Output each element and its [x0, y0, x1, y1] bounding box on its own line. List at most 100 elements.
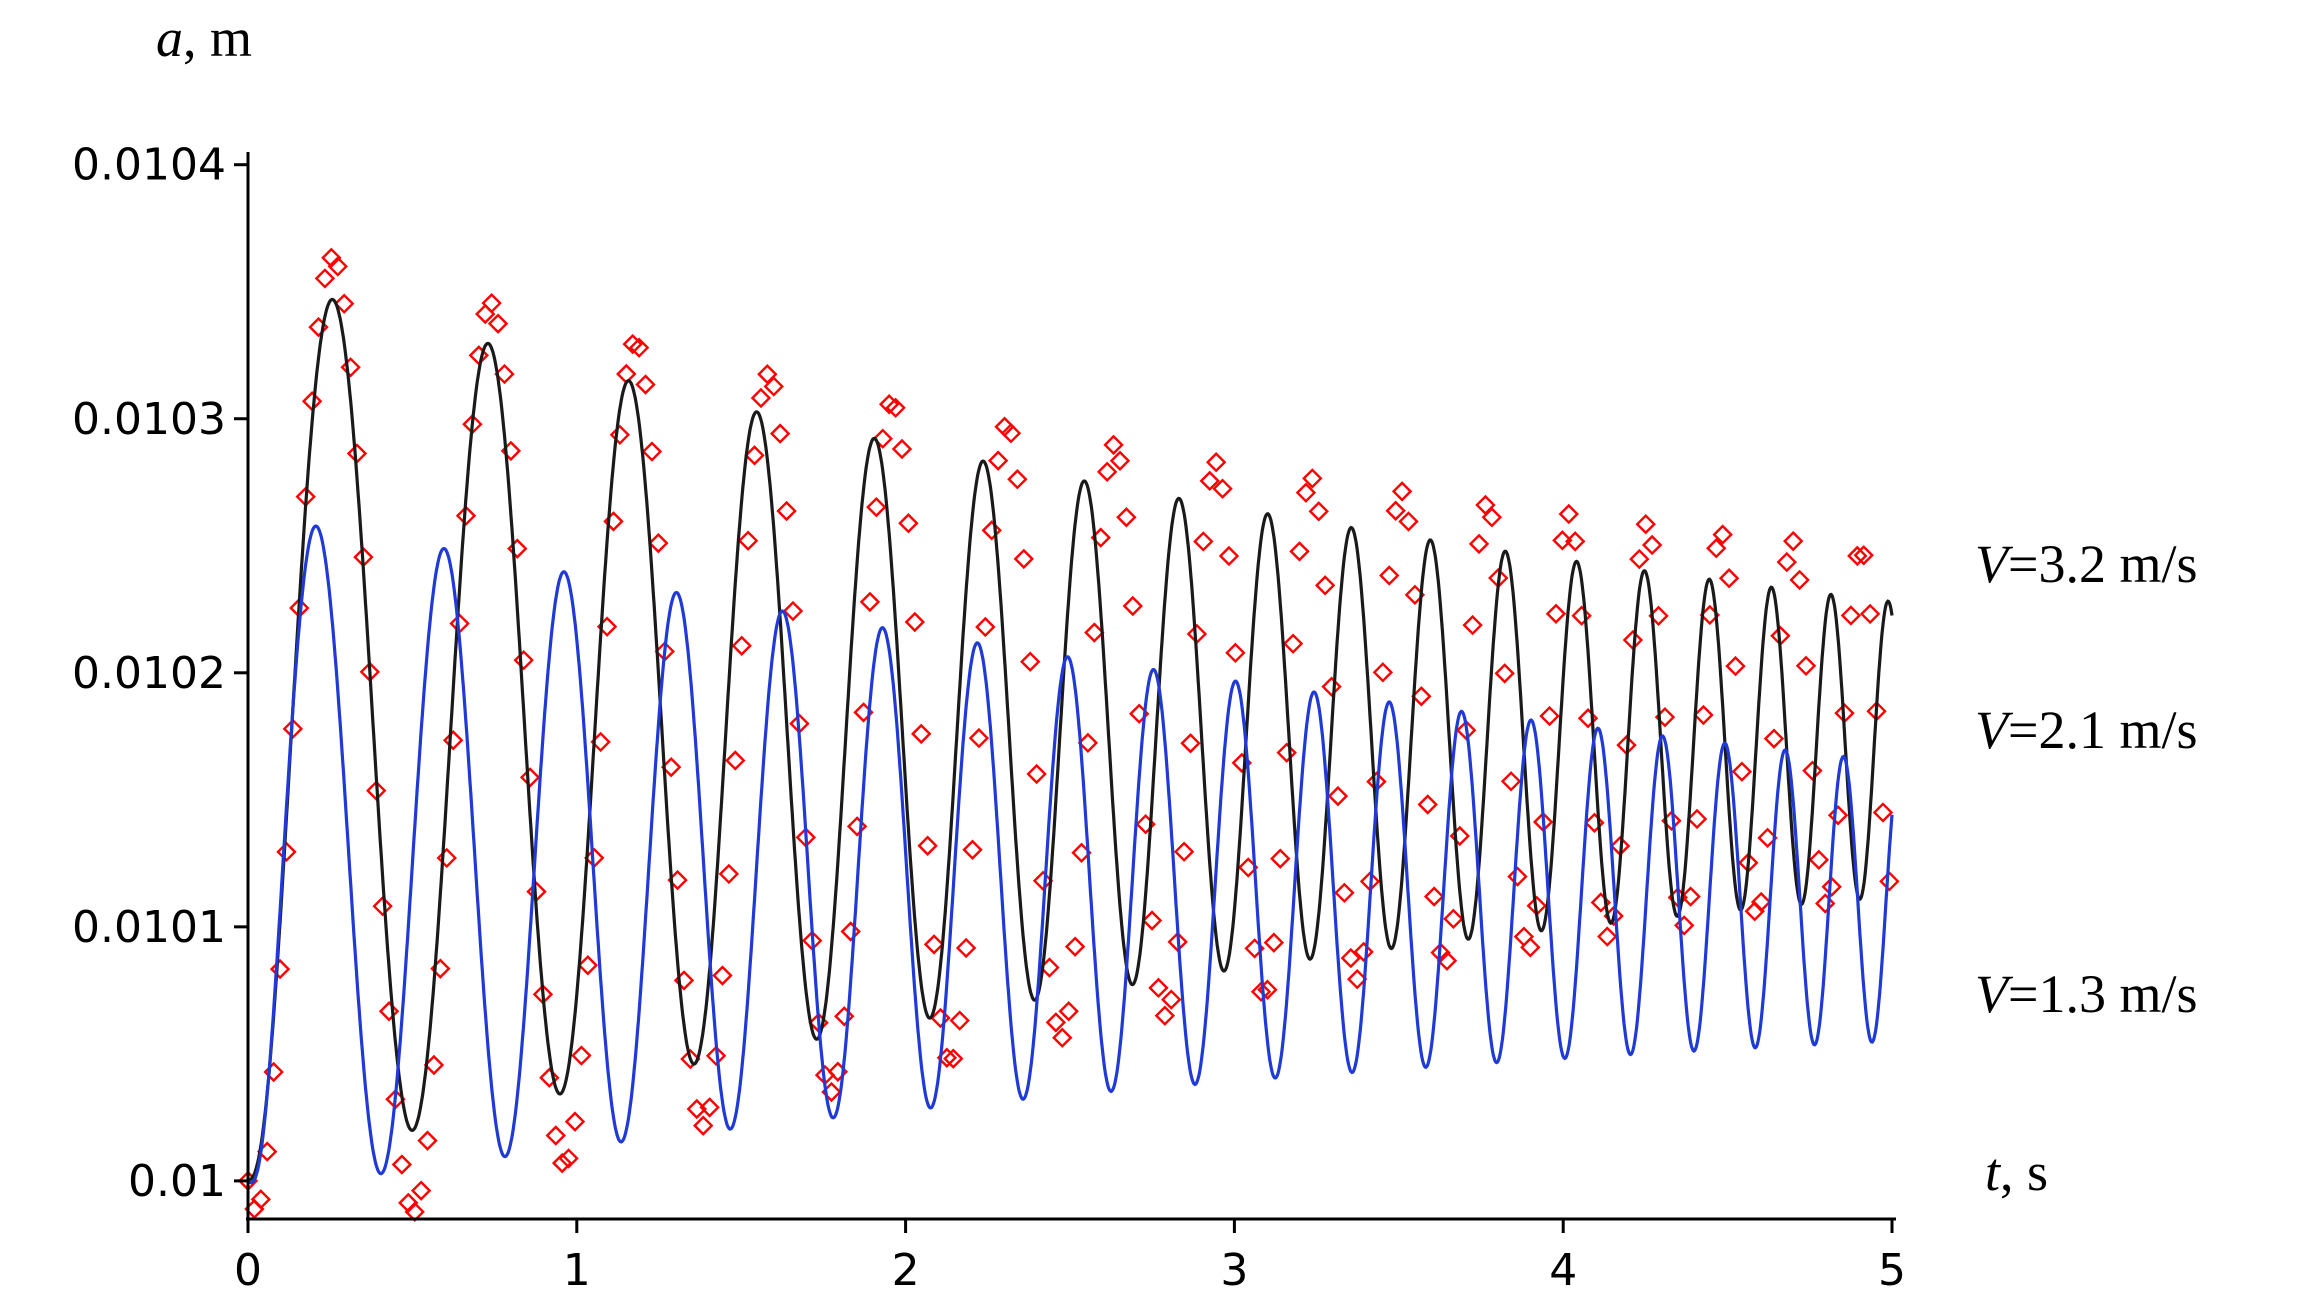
- data-point-marker: [731, 635, 752, 656]
- data-point-marker: [628, 337, 650, 358]
- data-point-marker: [987, 450, 1009, 471]
- data-point-marker: [949, 1010, 970, 1031]
- data-point-marker: [1141, 910, 1163, 931]
- data-point-marker: [1161, 989, 1182, 1010]
- data-point-marker: [1193, 531, 1214, 552]
- data-point-marker: [481, 292, 502, 314]
- data-point-marker: [750, 387, 772, 409]
- data-point-marker: [904, 611, 926, 633]
- data-point-marker: [737, 530, 759, 551]
- data-point-marker: [1205, 452, 1227, 473]
- data-point-marker: [1597, 926, 1618, 947]
- data-point-marker: [1122, 595, 1143, 617]
- data-point-marker: [1212, 478, 1233, 499]
- x-tick-label: 3: [1220, 1245, 1248, 1296]
- data-point-marker: [1411, 686, 1432, 707]
- data-point-marker: [1398, 511, 1419, 532]
- data-point-marker: [718, 863, 740, 885]
- data-point-marker: [1462, 614, 1483, 636]
- data-point-marker: [1565, 531, 1586, 552]
- data-point-marker: [1334, 882, 1355, 904]
- data-point-marker: [1423, 886, 1445, 907]
- series-label-v32-text: =3.2 m/s: [2008, 534, 2197, 594]
- y-axis-unit: , m: [183, 8, 252, 68]
- data-point-marker: [1218, 545, 1240, 567]
- data-point-marker: [1314, 575, 1336, 596]
- data-point-marker: [866, 496, 887, 518]
- data-point-marker: [943, 1048, 964, 1069]
- x-ticks: 0 1 2 3 4 5: [234, 1219, 1906, 1296]
- data-point-marker: [1680, 886, 1701, 907]
- data-point-marker: [1327, 785, 1349, 807]
- y-axis-symbol: a: [156, 8, 183, 68]
- data-point-marker: [1641, 534, 1663, 556]
- data-point-marker: [968, 727, 990, 749]
- data-point-marker: [1199, 470, 1220, 492]
- data-point-marker: [962, 839, 983, 860]
- data-point-marker: [1180, 733, 1201, 754]
- data-point-marker: [1417, 794, 1438, 815]
- data-point-marker: [1481, 507, 1503, 528]
- data-point-marker: [846, 816, 868, 837]
- data-point-marker: [1693, 704, 1714, 726]
- data-point-marker: [1872, 802, 1894, 823]
- data-point-marker: [1340, 947, 1361, 969]
- data-point-marker: [744, 445, 765, 466]
- data-point-marker: [834, 1006, 855, 1027]
- series-label-v13-symbol: V: [1975, 964, 2014, 1024]
- data-point-marker: [917, 835, 938, 856]
- data-point-marker: [1263, 932, 1285, 953]
- data-point-marker: [1225, 642, 1246, 664]
- data-point-marker: [1391, 481, 1413, 502]
- series-label-v21-symbol: V: [1975, 700, 2014, 760]
- data-point-marker: [1173, 841, 1195, 862]
- x-tick-label: 4: [1549, 1245, 1577, 1296]
- data-point-marker: [327, 256, 348, 277]
- data-point-marker: [1321, 676, 1342, 697]
- data-point-marker: [1821, 876, 1842, 897]
- data-point-marker: [1539, 705, 1560, 727]
- data-point-marker: [1372, 662, 1394, 683]
- data-point-marker: [1731, 761, 1753, 782]
- data-point-marker: [551, 1152, 573, 1174]
- data-point-marker: [1276, 742, 1297, 763]
- data-point-marker: [1853, 545, 1874, 566]
- data-point-marker: [923, 934, 945, 955]
- data-point-marker: [250, 1189, 272, 1210]
- y-tick-label: 0.0103: [72, 394, 226, 445]
- data-point-marker: [1026, 763, 1047, 785]
- data-point-marker: [513, 649, 534, 671]
- data-point-marker: [314, 268, 336, 289]
- y-ticks: 0.01 0.0101 0.0102 0.0103 0.0104: [72, 140, 248, 1207]
- data-point-marker: [1270, 848, 1291, 869]
- data-point-marker: [1436, 950, 1458, 971]
- y-axis-label: a, m: [156, 8, 252, 68]
- data-point-marker: [1763, 728, 1785, 749]
- data-point-marker: [1443, 908, 1464, 930]
- data-point-marker: [1250, 981, 1272, 1002]
- data-point-marker: [1468, 533, 1490, 555]
- data-point-marker: [1706, 538, 1727, 559]
- data-point-marker: [981, 520, 1002, 541]
- data-point-marker: [1629, 548, 1650, 570]
- data-point-marker: [1494, 663, 1515, 684]
- data-point-marker: [487, 313, 509, 334]
- data-point-marker: [1058, 1001, 1079, 1022]
- y-tick-label: 0.01: [128, 1156, 226, 1207]
- data-point-marker: [911, 723, 932, 745]
- data-point-marker: [712, 965, 733, 986]
- data-point-marker: [898, 513, 919, 534]
- x-tick-label: 2: [892, 1245, 920, 1296]
- data-point-marker: [1045, 1012, 1067, 1033]
- data-point-marker: [1109, 450, 1131, 471]
- series-label-v32-symbol: V: [1975, 534, 2014, 594]
- data-point-marker: [391, 1154, 413, 1175]
- data-point-marker: [1571, 605, 1592, 626]
- data-point-marker: [417, 1130, 438, 1151]
- data-point-marker: [1096, 461, 1118, 483]
- data-point-marker: [1500, 771, 1522, 792]
- data-point-marker: [269, 958, 291, 980]
- data-point-marker: [1552, 530, 1573, 551]
- x-axis-symbol: t: [1985, 1142, 2002, 1202]
- data-point-marker: [1750, 891, 1772, 913]
